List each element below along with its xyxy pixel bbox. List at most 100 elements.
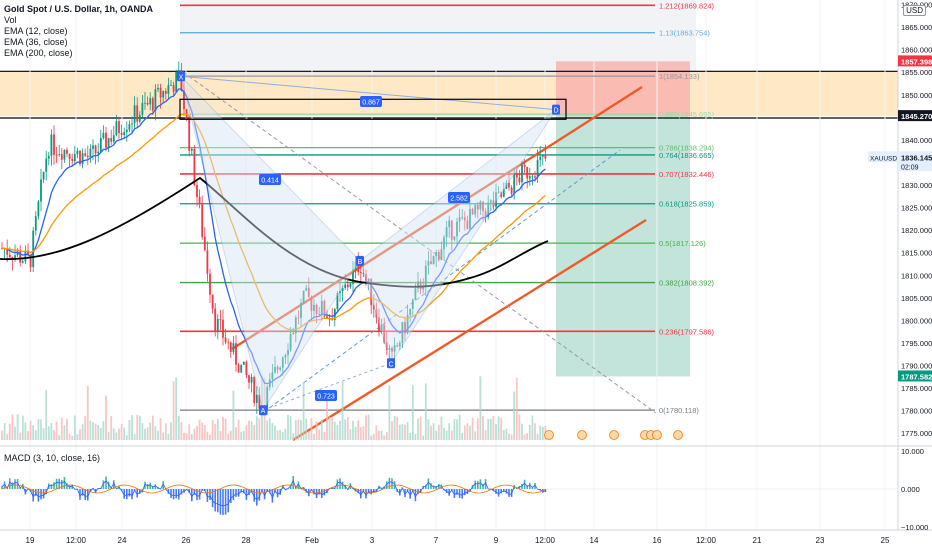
volume-bar xyxy=(222,416,224,440)
macd-histogram-bar xyxy=(445,489,448,493)
candle-body xyxy=(318,313,321,315)
pattern-ratio-badge xyxy=(448,192,470,203)
candle-body xyxy=(224,337,227,343)
candle-body xyxy=(32,230,35,268)
macd-histogram-bar xyxy=(172,489,175,500)
candle-body xyxy=(417,281,419,289)
candle-body xyxy=(411,299,414,309)
candle-body xyxy=(45,158,48,172)
price-tick-label: 1840.000 xyxy=(901,136,932,145)
candle-body xyxy=(383,324,386,343)
ema-12-label[interactable]: EMA (12, close) xyxy=(4,26,68,36)
candle-body xyxy=(120,133,123,136)
volume-bar xyxy=(440,416,443,440)
macd-histogram-bar xyxy=(526,485,528,489)
fib-level-label: 0.5(1817.126) xyxy=(659,239,706,248)
macd-histogram-bar xyxy=(68,485,71,489)
volume-bar xyxy=(151,415,154,440)
candle-body xyxy=(133,105,136,124)
ema-36-label[interactable]: EMA (36, close) xyxy=(4,37,68,47)
candle-body xyxy=(164,90,167,94)
volume-bar xyxy=(315,421,318,440)
volume-bar xyxy=(268,418,271,440)
candle-body xyxy=(456,221,458,237)
symbol-title[interactable]: Gold Spot / U.S. Dollar, 1h, OANDA xyxy=(4,4,154,14)
volume-bar xyxy=(417,418,419,440)
candle-body xyxy=(55,154,58,156)
volume-bar xyxy=(336,424,339,440)
volume-bar xyxy=(541,426,544,440)
candle-body xyxy=(177,69,180,72)
candle-body xyxy=(430,261,432,265)
macd-histogram-bar xyxy=(84,489,86,500)
macd-histogram-bar xyxy=(175,489,177,499)
macd-histogram-bar xyxy=(432,485,435,489)
candle-body xyxy=(274,366,276,373)
volume-bar xyxy=(531,415,534,440)
volume-bar xyxy=(359,427,362,440)
candle-body xyxy=(346,284,349,288)
volume-bar xyxy=(430,425,432,440)
macd-histogram-bar xyxy=(1,485,3,489)
candle-body xyxy=(47,155,50,159)
time-tick-label: 19 xyxy=(26,536,35,545)
volume-label[interactable]: Vol xyxy=(4,15,17,25)
volume-bar xyxy=(37,419,40,440)
volume-bar xyxy=(19,432,22,440)
xd-line xyxy=(180,75,557,111)
candle-body xyxy=(34,216,37,231)
volume-bar xyxy=(482,415,484,440)
volume-bar xyxy=(500,417,503,440)
macd-histogram-bar xyxy=(370,489,372,495)
macd-histogram-bar xyxy=(521,484,523,489)
candle-body xyxy=(214,308,217,332)
candle-body xyxy=(523,164,526,168)
candle-body xyxy=(427,261,430,266)
price-tick-label: 1820.000 xyxy=(901,226,932,235)
pattern-point-label: C xyxy=(388,361,393,368)
macd-histogram-bar xyxy=(258,489,261,501)
fib-level-label: 0.382(1808.392) xyxy=(659,279,715,288)
macd-histogram-bar xyxy=(453,489,456,498)
xab-triangle xyxy=(180,74,361,412)
candle-body xyxy=(68,153,71,159)
candle-body xyxy=(534,176,536,178)
candle-body xyxy=(515,174,518,178)
price-tick-label: 1810.000 xyxy=(901,271,932,280)
price-tick-label: 1830.000 xyxy=(901,181,932,190)
volume-bar xyxy=(175,377,178,440)
ema-12-line xyxy=(2,88,546,385)
macd-histogram-bar xyxy=(240,489,242,493)
candle-body xyxy=(245,361,248,376)
macd-histogram-bar xyxy=(276,489,279,498)
macd-label[interactable]: MACD (3, 10, close, 16) xyxy=(4,453,101,463)
volume-bar xyxy=(289,415,292,440)
volume-bar xyxy=(53,430,55,440)
volume-bar xyxy=(42,428,45,440)
ema-200-label[interactable]: EMA (200, close) xyxy=(4,48,73,58)
volume-bar xyxy=(258,418,261,440)
macd-histogram-bar xyxy=(308,489,310,497)
volume-bar xyxy=(510,434,513,440)
price-tick-label: 1865.000 xyxy=(901,23,932,32)
volume-bar xyxy=(6,434,9,440)
pattern-ratio-label: 0.414 xyxy=(261,178,279,185)
volume-bar xyxy=(50,423,53,440)
volume-bar xyxy=(326,390,328,440)
candle-body xyxy=(29,254,32,268)
volume-bar xyxy=(190,434,193,440)
candle-body xyxy=(258,394,261,409)
macd-histogram-bar xyxy=(360,489,362,499)
volume-bar xyxy=(521,423,523,440)
currency-badge[interactable]: USD xyxy=(903,5,926,16)
macd-histogram-bar xyxy=(167,489,170,494)
volume-bar xyxy=(388,385,391,440)
volume-bar xyxy=(68,434,71,440)
candle-body xyxy=(300,302,302,318)
macd-histogram-bar xyxy=(123,489,125,499)
macd-histogram-bar xyxy=(438,483,440,489)
candle-body xyxy=(92,145,94,149)
macd-histogram-bar xyxy=(315,489,318,498)
macd-line xyxy=(1,479,546,507)
